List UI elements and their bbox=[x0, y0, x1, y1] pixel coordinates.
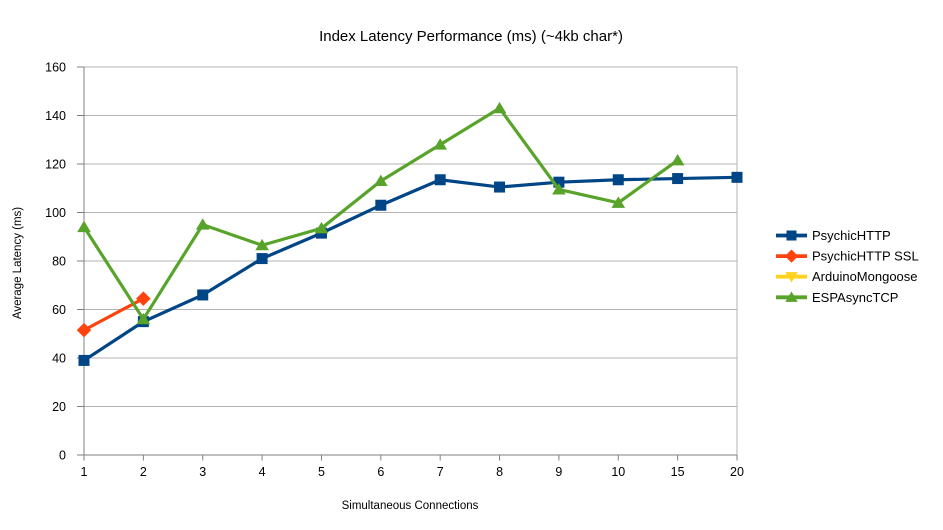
data-point-marker bbox=[375, 199, 387, 211]
x-axis-title: Simultaneous Connections bbox=[342, 500, 479, 512]
chart-title: Index Latency Performance (ms) (~4kb cha… bbox=[319, 28, 623, 45]
data-point-marker bbox=[672, 173, 684, 185]
data-point-marker bbox=[731, 171, 743, 183]
x-tick-label: 4 bbox=[259, 465, 266, 479]
y-tick-label: 40 bbox=[52, 352, 66, 366]
data-point-marker bbox=[433, 138, 448, 150]
legend-swatch-marker bbox=[785, 272, 798, 283]
y-tick-label: 120 bbox=[45, 158, 66, 172]
y-tick-label: 60 bbox=[52, 303, 66, 317]
data-point-marker bbox=[494, 181, 506, 193]
legend-item-ArduinoMongoose: ArduinoMongoose bbox=[776, 269, 918, 284]
data-point-marker bbox=[136, 312, 151, 325]
legend-item-label: ArduinoMongoose bbox=[812, 269, 918, 284]
data-point-marker bbox=[434, 174, 446, 186]
series-PsychicHTTP bbox=[78, 171, 743, 366]
y-axis-title: Average Latency (ms) bbox=[12, 207, 24, 319]
legend-item-label: PsychicHTTP SSL bbox=[812, 249, 919, 264]
data-point-marker bbox=[552, 183, 566, 195]
data-point-marker bbox=[195, 218, 210, 230]
legend-swatch-marker bbox=[786, 230, 797, 241]
y-tick-label: 80 bbox=[52, 255, 66, 269]
x-tick-label: 20 bbox=[730, 465, 744, 479]
x-tick-label: 3 bbox=[199, 465, 206, 479]
x-tick-label: 2 bbox=[140, 465, 147, 479]
data-point-marker bbox=[255, 238, 269, 251]
series-ESPAsyncTCP bbox=[77, 101, 685, 325]
data-point-marker bbox=[197, 289, 209, 301]
legend: PsychicHTTP PsychicHTTP SSL ArduinoMongoos… bbox=[776, 228, 919, 305]
x-tick-label: 9 bbox=[555, 465, 562, 479]
y-tick-label: 0 bbox=[59, 449, 66, 463]
legend-item-label: PsychicHTTP bbox=[812, 228, 891, 243]
data-point-marker bbox=[670, 153, 685, 166]
data-point-marker bbox=[136, 291, 151, 306]
y-tick-label: 140 bbox=[45, 109, 66, 123]
data-point-marker bbox=[256, 253, 268, 265]
series-line bbox=[82, 106, 679, 323]
x-tick-label: 6 bbox=[377, 465, 384, 479]
data-point-marker bbox=[76, 322, 92, 338]
data-point-marker bbox=[77, 220, 91, 233]
axes bbox=[77, 66, 738, 461]
x-tick-label: 1 bbox=[81, 465, 88, 479]
series-lines bbox=[76, 101, 743, 366]
data-point-marker bbox=[314, 221, 329, 234]
data-point-marker bbox=[78, 354, 90, 366]
legend-item-ESPAsyncTCP: ESPAsyncTCP bbox=[776, 290, 898, 305]
x-tick-label: 10 bbox=[611, 465, 625, 479]
legend-item-label: ESPAsyncTCP bbox=[812, 290, 898, 305]
data-point-marker bbox=[492, 101, 507, 114]
x-tick-label: 5 bbox=[318, 465, 325, 479]
data-point-marker bbox=[611, 196, 626, 208]
x-tick-label: 7 bbox=[437, 465, 444, 479]
x-tick-label: 15 bbox=[671, 465, 685, 479]
y-tick-label: 20 bbox=[52, 400, 66, 414]
data-point-marker bbox=[612, 174, 624, 186]
legend-swatch-marker bbox=[785, 291, 798, 302]
legend-swatch-marker bbox=[784, 249, 799, 263]
data-point-marker bbox=[373, 174, 388, 187]
x-tick-label: 8 bbox=[496, 465, 503, 479]
data-point-marker bbox=[553, 176, 565, 188]
y-tick-label: 160 bbox=[45, 61, 66, 75]
legend-item-PsychicHTTP: PsychicHTTP bbox=[776, 228, 891, 243]
series-line bbox=[83, 175, 738, 362]
y-tick-label: 100 bbox=[45, 206, 66, 220]
tick-labels: 0 20 40 60 80 100 120 140 160 1 2 3 4 5 6 7 8 9 10 15 20 bbox=[45, 61, 744, 480]
legend-item-PsychicHTTP SSL: PsychicHTTP SSL bbox=[776, 249, 919, 264]
gridlines bbox=[84, 66, 738, 456]
